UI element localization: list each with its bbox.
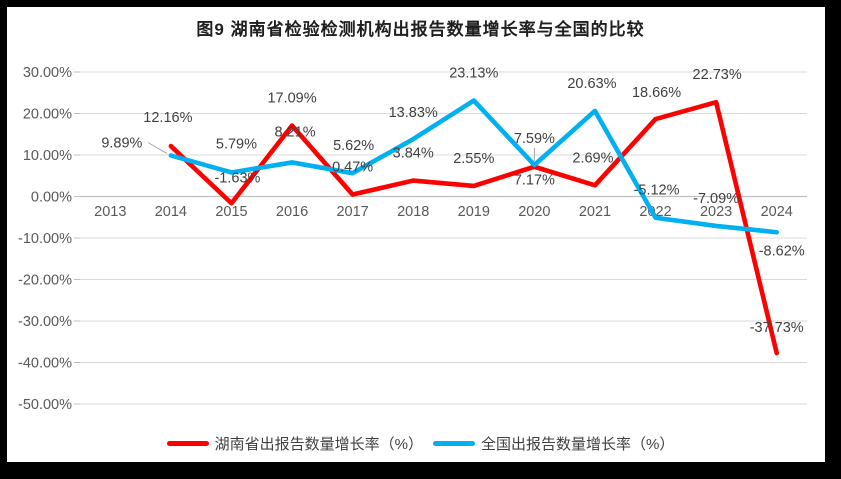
x-axis-label: 2024 xyxy=(761,204,793,220)
legend-item-national: 全国出报告数量增长率（%） xyxy=(433,433,674,454)
legend-item-hunan: 湖南省出报告数量增长率（%） xyxy=(166,433,423,454)
y-axis-label: -40.00% xyxy=(18,356,72,372)
legend-label-hunan: 湖南省出报告数量增长率（%） xyxy=(214,435,423,453)
x-axis-label: 2018 xyxy=(397,204,429,220)
y-axis-label: 30.00% xyxy=(23,65,72,81)
data-point-label: 7.17% xyxy=(514,173,555,189)
data-point-label: 2.69% xyxy=(572,150,613,166)
data-point-label: 5.79% xyxy=(216,136,257,152)
data-point-label: 20.63% xyxy=(567,76,616,92)
frame-border-top xyxy=(0,0,841,7)
data-point-label: 22.73% xyxy=(693,67,742,83)
chart-title: 图9 湖南省检验检测机构出报告数量增长率与全国的比较 xyxy=(196,20,645,39)
y-axis-label: 10.00% xyxy=(23,148,72,164)
data-point-label: -7.09% xyxy=(693,191,739,207)
data-point-label: 3.84% xyxy=(393,146,434,162)
data-point-label: 8.21% xyxy=(274,124,315,140)
data-point-label: -8.62% xyxy=(759,243,805,259)
data-point-label: 0.47% xyxy=(332,160,373,176)
frame-border-right xyxy=(825,0,841,479)
x-axis-label: 2020 xyxy=(518,204,550,220)
data-point-label: 18.66% xyxy=(632,85,681,101)
data-point-label: 7.59% xyxy=(514,131,555,147)
series-line-1 xyxy=(168,98,780,235)
x-axis-label: 2014 xyxy=(155,204,187,220)
data-point-label: 17.09% xyxy=(267,91,316,107)
series-line-0 xyxy=(168,99,780,356)
label-leader-line xyxy=(147,142,168,154)
x-axis-label: 2013 xyxy=(94,204,126,220)
legend-label-national: 全国出报告数量增长率（%） xyxy=(481,435,675,453)
x-axis-label: 2021 xyxy=(579,204,611,220)
y-axis-label: 0.00% xyxy=(31,190,72,206)
x-axis-label: 2015 xyxy=(215,204,247,220)
legend-line-icon xyxy=(433,440,475,446)
x-axis-label: 2016 xyxy=(276,204,308,220)
legend-line-icon xyxy=(166,440,209,446)
data-point-label: 5.62% xyxy=(333,138,374,154)
legend: 湖南省出报告数量增长率（%） 全国出报告数量增长率（%） xyxy=(0,431,841,455)
y-axis-label: -50.00% xyxy=(18,397,72,413)
y-axis-label: 20.00% xyxy=(23,107,72,123)
data-point-label: 9.89% xyxy=(101,135,142,151)
frame-border-bottom xyxy=(0,462,841,479)
x-axis-label: 2023 xyxy=(700,204,732,220)
data-point-label: 2.55% xyxy=(453,151,494,167)
data-point-label: -1.63% xyxy=(214,170,260,186)
data-point-label: -37.73% xyxy=(750,320,804,336)
x-axis-label: 2017 xyxy=(336,204,368,220)
data-point-label: 12.16% xyxy=(143,110,192,126)
data-point-label: 23.13% xyxy=(449,66,498,82)
y-axis-label: -10.00% xyxy=(18,231,72,247)
frame-border-left xyxy=(0,0,7,479)
data-point-label: -5.12% xyxy=(634,183,680,199)
data-point-label: 13.83% xyxy=(389,105,438,121)
x-axis-label: 2019 xyxy=(458,204,490,220)
y-axis-label: -20.00% xyxy=(18,273,72,289)
y-axis-label: -30.00% xyxy=(18,314,72,330)
